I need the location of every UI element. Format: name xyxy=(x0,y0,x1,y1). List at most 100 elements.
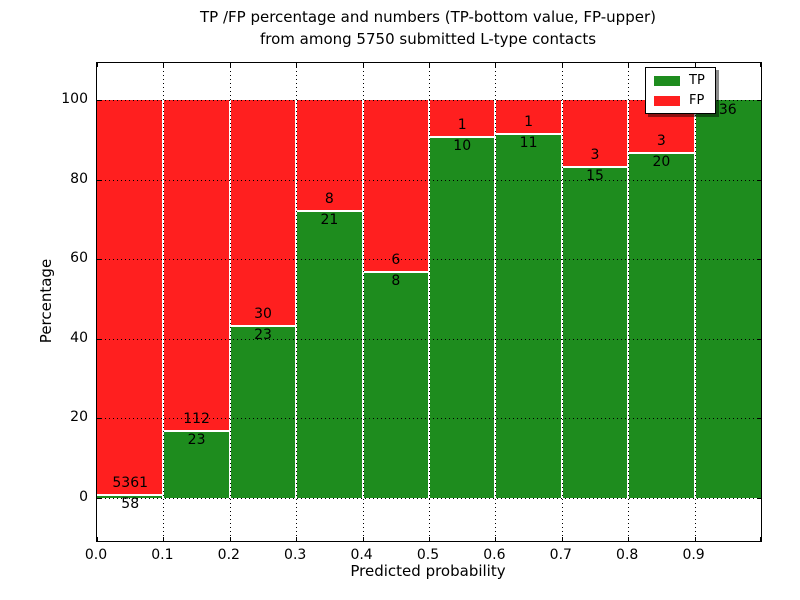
x-tick-label: 0.2 xyxy=(217,547,240,563)
tp-swatch-icon xyxy=(654,75,680,86)
fp-count-label: 1 xyxy=(524,114,534,131)
x-tick-label: 0.9 xyxy=(682,547,705,563)
v-gridline xyxy=(229,63,231,541)
y-tick-label: 100 xyxy=(61,91,88,107)
tick-mark xyxy=(296,63,298,67)
fp-count-label: 5361 xyxy=(112,474,149,491)
bar-fp-segment xyxy=(163,100,230,431)
v-gridline xyxy=(561,63,563,541)
bar-fp-segment xyxy=(561,100,629,167)
tick-mark xyxy=(760,537,761,541)
v-gridline xyxy=(495,63,497,541)
bar-tp-segment xyxy=(628,151,695,498)
tp-count-label: 15 xyxy=(586,168,604,185)
bar-tp-segment xyxy=(429,136,496,498)
tp-count-label: 8 xyxy=(391,272,401,289)
tick-mark xyxy=(757,179,761,181)
x-tick-label: 0.6 xyxy=(483,547,506,563)
tick-mark xyxy=(628,537,630,541)
y-tick-label: 60 xyxy=(70,250,88,267)
bar-fp-segment xyxy=(296,100,363,210)
tick-mark xyxy=(362,537,364,541)
bar-tp-segment xyxy=(163,430,230,498)
v-gridline xyxy=(362,63,364,541)
legend: TP FP xyxy=(645,67,716,114)
x-tick-label: 0.0 xyxy=(84,547,108,563)
bar-fp-segment xyxy=(429,100,496,137)
bar-tp-segment xyxy=(97,493,164,498)
chart-title-line1: TP /FP percentage and numbers (TP-bottom… xyxy=(200,8,656,26)
fp-count-label: 8 xyxy=(324,190,334,207)
tick-mark xyxy=(97,418,101,420)
tp-count-label: 21 xyxy=(320,211,339,228)
tp-count-label: 23 xyxy=(187,432,206,449)
tick-mark xyxy=(97,100,101,101)
fp-count-label: 30 xyxy=(254,306,272,323)
chart-title-line2: from among 5750 submitted L-type contact… xyxy=(259,30,597,48)
tick-mark xyxy=(757,100,761,101)
y-tick-label: 80 xyxy=(70,170,88,187)
x-axis-label: Predicted probability xyxy=(350,562,506,580)
bar-fp-segment xyxy=(495,100,562,134)
fp-count-label: 1 xyxy=(457,117,467,134)
tick-mark xyxy=(163,63,165,67)
y-tick-label: 0 xyxy=(79,489,88,506)
tick-mark xyxy=(757,338,761,340)
tick-mark xyxy=(757,418,761,420)
tp-count-label: 58 xyxy=(121,495,140,512)
tick-mark xyxy=(561,537,563,541)
bar-tp-segment xyxy=(362,270,429,498)
legend-label-tp: TP xyxy=(689,73,705,88)
fp-swatch-icon xyxy=(654,95,680,106)
legend-item-tp: TP xyxy=(654,74,705,87)
tick-mark xyxy=(429,63,430,67)
tick-mark xyxy=(429,537,430,541)
x-tick-label: 0.1 xyxy=(151,547,174,563)
v-gridline xyxy=(694,63,696,541)
plot-area: 5361 58 112 23 30 23 8 21 6 8 1 10 1 11 3 15 3 20 36 xyxy=(96,62,762,542)
v-gridline xyxy=(296,63,298,541)
chart-title: TP /FP percentage and numbers (TP-bottom… xyxy=(96,6,760,50)
tp-count-label: 10 xyxy=(453,138,472,155)
tp-count-label: 20 xyxy=(652,153,671,170)
x-tick-label: 0.7 xyxy=(549,547,572,563)
tick-mark xyxy=(296,537,298,541)
tick-mark xyxy=(163,537,165,541)
tick-mark xyxy=(97,259,101,261)
v-gridline xyxy=(628,63,630,541)
tick-mark xyxy=(97,338,101,340)
legend-item-fp: FP xyxy=(654,94,705,107)
tick-mark xyxy=(694,537,696,541)
tick-mark xyxy=(229,537,231,541)
x-tick-label: 0.8 xyxy=(616,547,639,563)
tick-mark xyxy=(97,179,101,181)
bar-tp-segment xyxy=(229,325,297,498)
y-tick-label: 40 xyxy=(70,329,88,346)
tick-mark xyxy=(229,63,231,67)
tick-mark xyxy=(757,259,761,261)
fp-count-label: 3 xyxy=(590,147,600,164)
bar-tp-segment xyxy=(296,209,363,498)
legend-label-fp: FP xyxy=(689,93,705,108)
tick-mark xyxy=(757,498,761,500)
tp-count-label: 36 xyxy=(718,102,737,118)
bar-tp-segment xyxy=(561,166,629,498)
bar-tp-segment xyxy=(694,100,761,498)
tp-count-label: 11 xyxy=(519,135,538,152)
tick-mark xyxy=(694,63,696,67)
tick-mark xyxy=(495,537,497,541)
tick-mark xyxy=(362,63,364,67)
x-tick-label: 0.3 xyxy=(284,547,307,563)
fp-count-label: 112 xyxy=(183,411,210,428)
tick-mark xyxy=(97,498,101,500)
tick-mark xyxy=(628,63,630,67)
v-gridline xyxy=(429,63,430,541)
tick-mark xyxy=(495,63,497,67)
bar-fp-segment xyxy=(97,100,164,494)
x-tick-label: 0.5 xyxy=(416,547,440,563)
x-tick-label: 0.4 xyxy=(350,547,373,563)
bar-tp-segment xyxy=(495,133,562,498)
tick-mark xyxy=(561,63,563,67)
bar-fp-segment xyxy=(229,100,297,326)
